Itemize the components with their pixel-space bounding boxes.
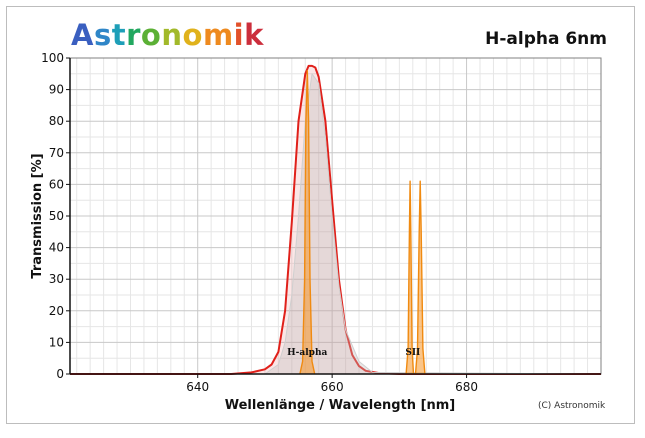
emission-line-label: H-alpha	[287, 348, 327, 358]
y-tick-label: 20	[49, 304, 64, 318]
x-tick-label: 640	[186, 380, 209, 394]
astronomik-logo: Astronomik	[71, 19, 264, 51]
logo-letter: A	[71, 18, 94, 52]
y-tick-label: 70	[49, 146, 64, 160]
logo-letter: n	[161, 18, 183, 52]
y-tick-label: 60	[49, 177, 64, 191]
emission-line-line	[414, 180, 426, 375]
logo-letter: o	[182, 18, 203, 52]
axes: 0 10 20 30 40 50 60 70 80 90 100 640 660 680	[41, 51, 602, 394]
emission-line-area	[299, 70, 315, 374]
logo-letter: s	[93, 18, 112, 52]
logo-letter: t	[111, 18, 127, 52]
reference-curve-line	[70, 73, 602, 375]
y-tick-label: 10	[49, 335, 64, 349]
logo-letter: k	[244, 18, 264, 52]
y-tick-label: 0	[56, 367, 64, 381]
y-tick-label: 90	[49, 83, 64, 97]
copyright-text: (C) Astronomik	[538, 401, 606, 411]
x-tick-label: 660	[321, 380, 344, 394]
filter-curve-line	[70, 64, 601, 375]
y-tick-label: 100	[41, 51, 64, 65]
emission-line-line	[405, 180, 415, 375]
logo-letter: m	[202, 18, 234, 52]
y-tick-label: 50	[49, 209, 64, 223]
y-tick-label: 80	[49, 114, 64, 128]
reference-curve-area	[70, 73, 601, 375]
labels: Wellenlänge / Wavelength [nm] Transmissi…	[30, 153, 606, 413]
series-layer	[70, 64, 602, 375]
chart-title: H-alpha 6nm	[485, 29, 607, 49]
y-tick-label: 30	[49, 272, 64, 286]
emission-line-line	[299, 69, 316, 375]
logo-letter: o	[140, 18, 162, 52]
y-tick-label: 40	[49, 241, 64, 255]
grid	[70, 57, 601, 375]
x-axis-title: Wellenlänge / Wavelength [nm]	[225, 398, 456, 413]
emission-line-label: SII	[405, 348, 420, 358]
y-axis-title: Transmission [%]	[30, 153, 45, 278]
logo-letter: r	[126, 18, 141, 52]
filter-curve-area	[70, 65, 601, 375]
x-tick-label: 680	[455, 380, 478, 394]
logo-letter: i	[233, 18, 245, 52]
